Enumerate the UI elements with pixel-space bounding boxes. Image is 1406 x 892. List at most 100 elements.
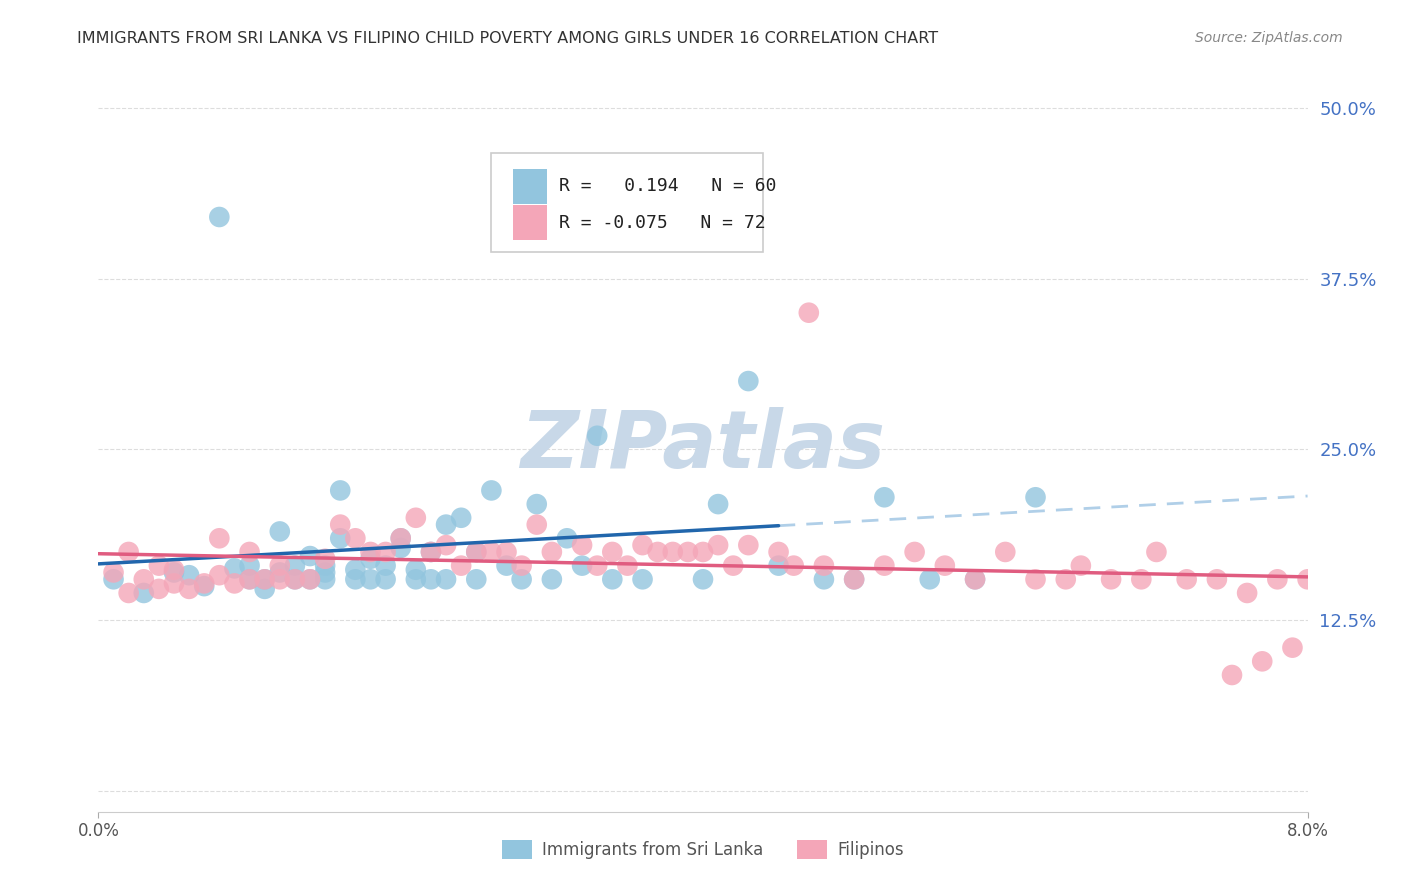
Text: Source: ZipAtlas.com: Source: ZipAtlas.com <box>1195 31 1343 45</box>
Point <box>481 483 503 498</box>
Point <box>132 572 155 586</box>
Point <box>269 558 291 573</box>
Point <box>844 572 866 586</box>
Point <box>405 563 427 577</box>
Point <box>434 517 457 532</box>
Point <box>434 572 457 586</box>
Point <box>344 563 367 577</box>
Point <box>1130 572 1153 586</box>
Point <box>284 558 307 573</box>
Point <box>239 545 262 559</box>
FancyBboxPatch shape <box>513 169 547 204</box>
Point <box>737 538 759 552</box>
Point <box>692 545 714 559</box>
Point <box>631 538 654 552</box>
Point <box>631 572 654 586</box>
Point <box>1070 558 1092 573</box>
Point <box>163 566 186 580</box>
Point <box>239 572 262 586</box>
Point <box>661 169 683 183</box>
Point <box>299 572 322 586</box>
Point <box>813 572 835 586</box>
Point <box>526 517 548 532</box>
Point <box>420 545 443 559</box>
Point <box>1146 545 1168 559</box>
Point <box>344 531 367 545</box>
Point <box>844 572 866 586</box>
Point <box>647 545 669 559</box>
Point <box>873 490 896 504</box>
Point <box>571 538 593 552</box>
Point <box>783 558 806 573</box>
Point <box>118 545 141 559</box>
Point <box>495 558 517 573</box>
Point <box>934 558 956 573</box>
Point <box>465 545 488 559</box>
Point <box>737 374 759 388</box>
Point <box>284 572 307 586</box>
Point <box>420 572 443 586</box>
Point <box>193 576 215 591</box>
Point <box>314 566 336 580</box>
Point <box>299 572 322 586</box>
Point <box>813 558 835 573</box>
Point <box>1236 586 1258 600</box>
Point <box>299 549 322 563</box>
Point <box>465 572 488 586</box>
Point <box>103 566 125 580</box>
Point <box>586 558 609 573</box>
Point <box>555 531 578 545</box>
Point <box>1296 572 1319 586</box>
Point <box>360 551 382 566</box>
Point <box>163 576 186 591</box>
Point <box>768 545 790 559</box>
Point <box>103 572 125 586</box>
Point <box>965 572 987 586</box>
Point <box>179 568 201 582</box>
Point <box>450 558 472 573</box>
Point <box>329 483 352 498</box>
Point <box>389 541 412 555</box>
Point <box>148 582 170 596</box>
Point <box>208 210 231 224</box>
Point <box>676 545 699 559</box>
Point <box>329 531 352 545</box>
Point <box>284 572 307 586</box>
Point <box>1025 572 1047 586</box>
Text: R = -0.075   N = 72: R = -0.075 N = 72 <box>560 214 766 232</box>
Point <box>208 531 231 545</box>
Point <box>571 558 593 573</box>
Point <box>540 572 562 586</box>
Point <box>1206 572 1229 586</box>
Point <box>224 561 246 575</box>
Point <box>873 558 896 573</box>
Point <box>314 558 336 573</box>
Point <box>450 510 472 524</box>
Point <box>465 545 488 559</box>
Point <box>707 497 730 511</box>
Point <box>253 582 276 596</box>
Point <box>661 545 683 559</box>
Point <box>1025 490 1047 504</box>
Point <box>918 572 941 586</box>
Point <box>495 545 517 559</box>
Point <box>616 558 638 573</box>
Point <box>1099 572 1122 586</box>
Point <box>269 566 291 580</box>
Point <box>344 572 367 586</box>
Point <box>179 582 201 596</box>
Point <box>208 568 231 582</box>
Point <box>420 545 443 559</box>
Point <box>1054 572 1077 586</box>
Point <box>510 558 533 573</box>
Point <box>269 524 291 539</box>
Point <box>1267 572 1289 586</box>
Point <box>405 510 427 524</box>
Point <box>768 558 790 573</box>
Point <box>481 545 503 559</box>
Point <box>723 558 745 573</box>
Point <box>360 572 382 586</box>
Point <box>405 572 427 586</box>
Point <box>510 572 533 586</box>
Point <box>253 572 276 586</box>
